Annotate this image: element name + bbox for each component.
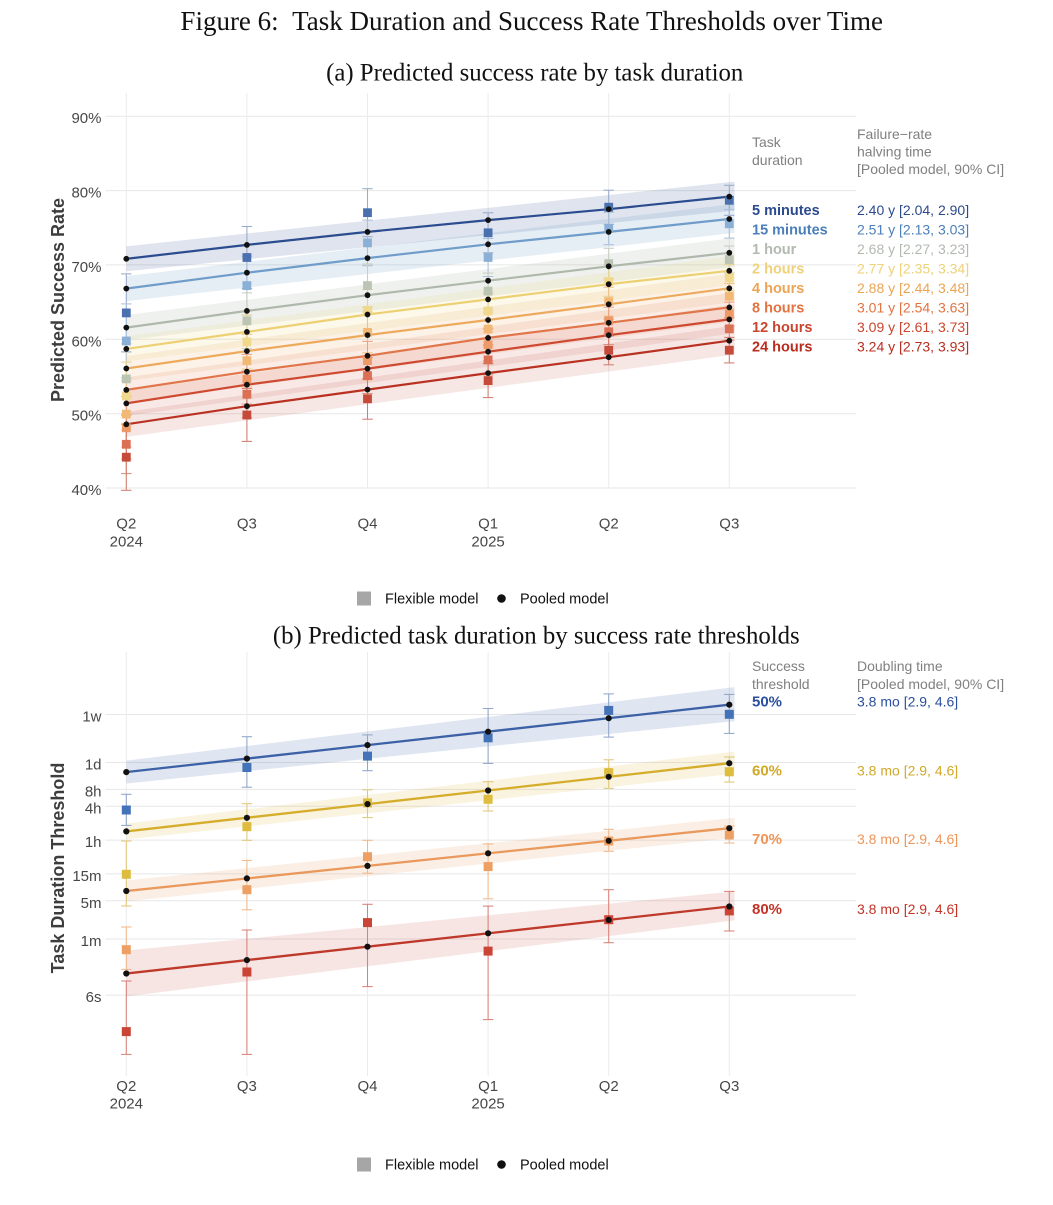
svg-text:Q1: Q1	[478, 1078, 498, 1095]
svg-text:8h: 8h	[85, 783, 102, 800]
svg-text:8 hours: 8 hours	[752, 301, 804, 317]
svg-text:3.8 mo [2.9, 4.6]: 3.8 mo [2.9, 4.6]	[857, 694, 958, 710]
svg-text:Predicted Success Rate: Predicted Success Rate	[48, 198, 68, 402]
svg-text:Q4: Q4	[357, 516, 377, 533]
svg-text:2025: 2025	[471, 1096, 504, 1113]
svg-text:2024: 2024	[110, 1096, 143, 1113]
svg-text:Pooled model: Pooled model	[520, 592, 609, 608]
svg-text:4 hours: 4 hours	[752, 281, 804, 297]
svg-text:2.40 y [2.04, 2.90]: 2.40 y [2.04, 2.90]	[857, 202, 969, 218]
svg-text:1 hour: 1 hour	[752, 242, 797, 258]
svg-text:Q3: Q3	[237, 1078, 257, 1095]
svg-text:50%: 50%	[752, 694, 782, 711]
svg-text:3.24 y [2.73, 3.93]: 3.24 y [2.73, 3.93]	[857, 339, 969, 355]
svg-text:(a) Predicted success rate by: (a) Predicted success rate by task durat…	[326, 60, 744, 87]
svg-text:[Pooled model, 90% CI]: [Pooled model, 90% CI]	[857, 676, 1004, 692]
svg-text:15 minutes: 15 minutes	[752, 223, 828, 239]
svg-text:2.68 y [2.27, 3.23]: 2.68 y [2.27, 3.23]	[857, 241, 969, 257]
svg-text:Q2: Q2	[599, 516, 619, 533]
svg-text:Q1: Q1	[478, 516, 498, 533]
svg-text:12 hours: 12 hours	[752, 320, 812, 336]
svg-text:3.8 mo [2.9, 4.6]: 3.8 mo [2.9, 4.6]	[857, 763, 958, 779]
svg-text:3.8 mo [2.9, 4.6]: 3.8 mo [2.9, 4.6]	[857, 901, 958, 917]
svg-text:Q2: Q2	[116, 1078, 136, 1095]
svg-text:80%: 80%	[752, 901, 782, 918]
svg-text:Q2: Q2	[599, 1078, 619, 1095]
svg-text:Q2: Q2	[116, 516, 136, 533]
svg-text:50%: 50%	[71, 408, 101, 425]
svg-text:Doubling time: Doubling time	[857, 658, 943, 674]
svg-text:15m: 15m	[72, 868, 101, 885]
svg-text:Success: Success	[752, 658, 805, 674]
svg-text:duration: duration	[752, 152, 803, 168]
svg-text:Pooled model: Pooled model	[520, 1158, 609, 1174]
svg-text:Figure 6: Task Duration and Su: Figure 6: Task Duration and Success Rate…	[180, 6, 883, 36]
svg-text:6s: 6s	[86, 989, 102, 1006]
svg-text:70%: 70%	[752, 831, 782, 848]
svg-text:3.09 y [2.61, 3.73]: 3.09 y [2.61, 3.73]	[857, 319, 969, 335]
svg-text:2025: 2025	[471, 534, 504, 551]
svg-text:Task: Task	[752, 134, 782, 150]
svg-text:Q3: Q3	[719, 516, 739, 533]
svg-text:5 minutes: 5 minutes	[752, 203, 820, 219]
svg-text:1m: 1m	[81, 933, 102, 950]
svg-text:1h: 1h	[85, 834, 102, 851]
svg-text:1w: 1w	[82, 709, 101, 726]
svg-text:90%: 90%	[71, 110, 101, 127]
svg-text:2 hours: 2 hours	[752, 262, 804, 278]
svg-text:3.8 mo [2.9, 4.6]: 3.8 mo [2.9, 4.6]	[857, 831, 958, 847]
svg-text:(b) Predicted task duration by: (b) Predicted task duration by success r…	[273, 623, 800, 650]
svg-text:70%: 70%	[71, 259, 101, 276]
svg-text:4h: 4h	[85, 800, 102, 817]
svg-text:2.88 y [2.44, 3.48]: 2.88 y [2.44, 3.48]	[857, 280, 969, 296]
svg-text:Q3: Q3	[719, 1078, 739, 1095]
svg-text:Q3: Q3	[237, 516, 257, 533]
svg-text:40%: 40%	[71, 482, 101, 499]
svg-text:24 hours: 24 hours	[752, 340, 812, 356]
svg-text:Flexible model: Flexible model	[385, 1158, 479, 1174]
svg-text:Task Duration Threshold: Task Duration Threshold	[48, 763, 68, 974]
svg-text:[Pooled model, 90% CI]: [Pooled model, 90% CI]	[857, 161, 1004, 177]
svg-text:Failure−rate: Failure−rate	[857, 126, 932, 142]
svg-text:Flexible model: Flexible model	[385, 592, 479, 608]
svg-text:2.77 y [2.35, 3.34]: 2.77 y [2.35, 3.34]	[857, 261, 969, 277]
svg-text:60%: 60%	[71, 333, 101, 350]
svg-text:5m: 5m	[81, 895, 102, 912]
svg-text:3.01 y [2.54, 3.63]: 3.01 y [2.54, 3.63]	[857, 300, 969, 316]
svg-text:halving time: halving time	[857, 144, 932, 160]
svg-text:2024: 2024	[110, 534, 143, 551]
svg-text:60%: 60%	[752, 763, 782, 780]
svg-text:80%: 80%	[71, 185, 101, 202]
svg-text:2.51 y [2.13, 3.03]: 2.51 y [2.13, 3.03]	[857, 222, 969, 238]
svg-text:Q4: Q4	[357, 1078, 377, 1095]
svg-text:threshold: threshold	[752, 676, 810, 692]
svg-text:1d: 1d	[85, 757, 102, 774]
